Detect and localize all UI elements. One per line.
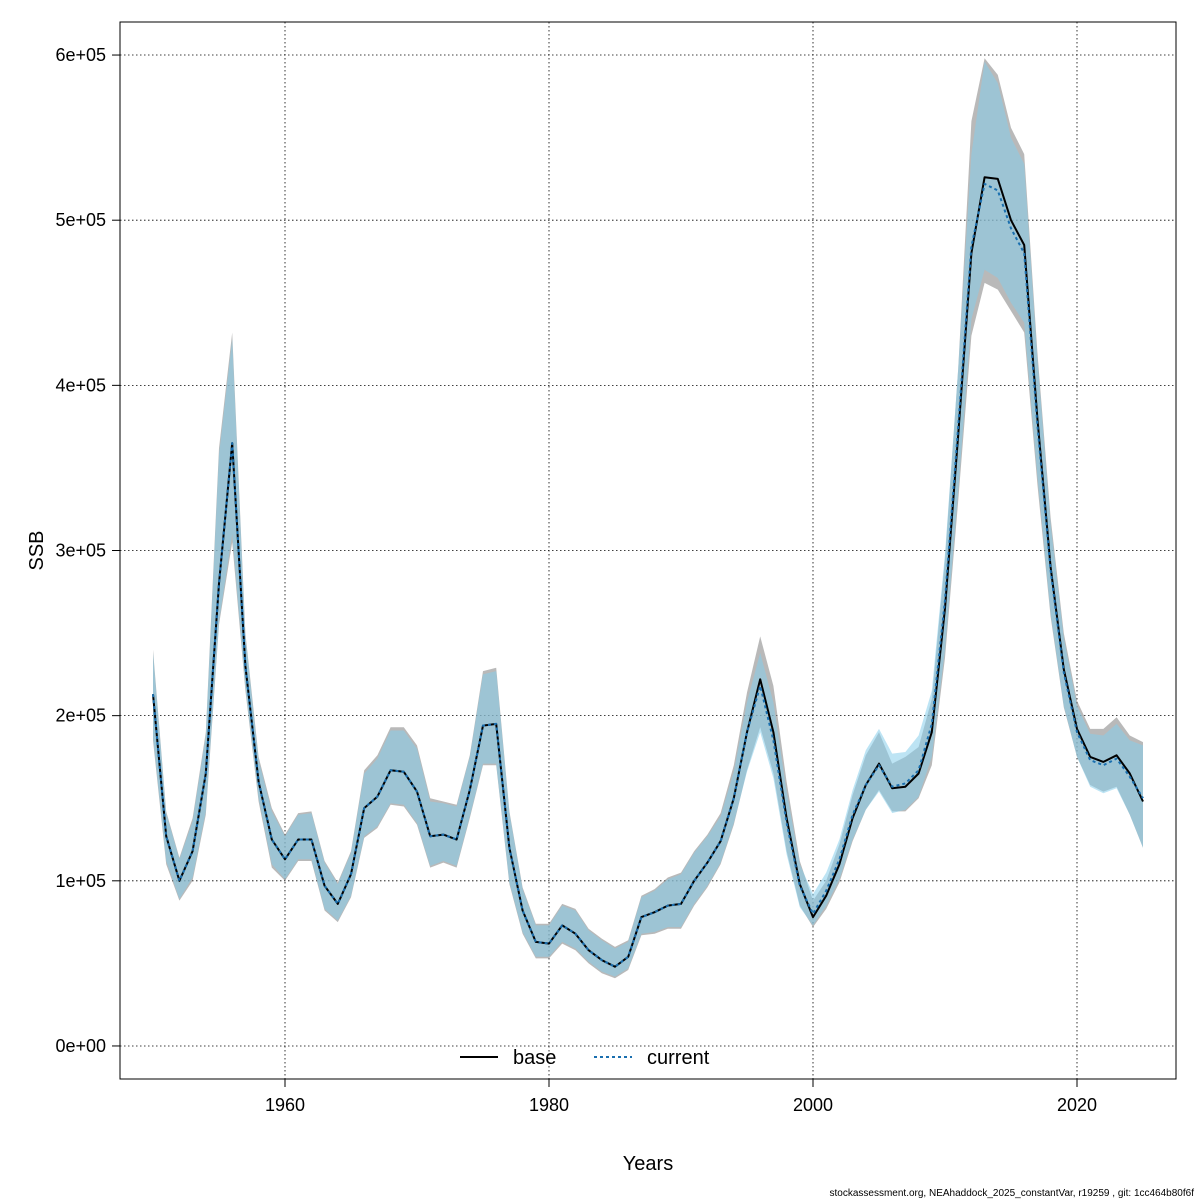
legend-label-current: current <box>647 1047 710 1069</box>
y-axis-title: SSB <box>26 530 48 570</box>
y-tick-label: 5e+05 <box>55 210 106 230</box>
legend-label-base: base <box>513 1047 556 1069</box>
footer-text: stockassessment.org, NEAhaddock_2025_con… <box>830 1188 1195 1199</box>
lines <box>152 176 1144 968</box>
y-tick-label: 4e+05 <box>55 375 106 395</box>
x-tick-label: 2000 <box>793 1095 833 1115</box>
x-axis: 1960 1980 2000 2020 <box>265 1079 1097 1115</box>
x-tick-label: 1980 <box>529 1095 569 1115</box>
x-tick-label: 1960 <box>265 1095 305 1115</box>
line-base <box>152 176 1144 968</box>
band-current <box>153 61 1143 977</box>
y-tick-label: 0e+00 <box>55 1036 106 1056</box>
y-axis: 0e+00 1e+05 2e+05 3e+05 4e+05 5e+05 6e+05 <box>55 45 120 1056</box>
y-tick-label: 1e+05 <box>55 871 106 891</box>
bands <box>153 58 1143 979</box>
y-tick-label: 3e+05 <box>55 541 106 561</box>
x-axis-title: Years <box>623 1153 673 1175</box>
y-tick-label: 6e+05 <box>55 45 106 65</box>
legend: base current <box>460 1047 710 1069</box>
y-tick-label: 2e+05 <box>55 706 106 726</box>
x-tick-label: 2020 <box>1057 1095 1097 1115</box>
